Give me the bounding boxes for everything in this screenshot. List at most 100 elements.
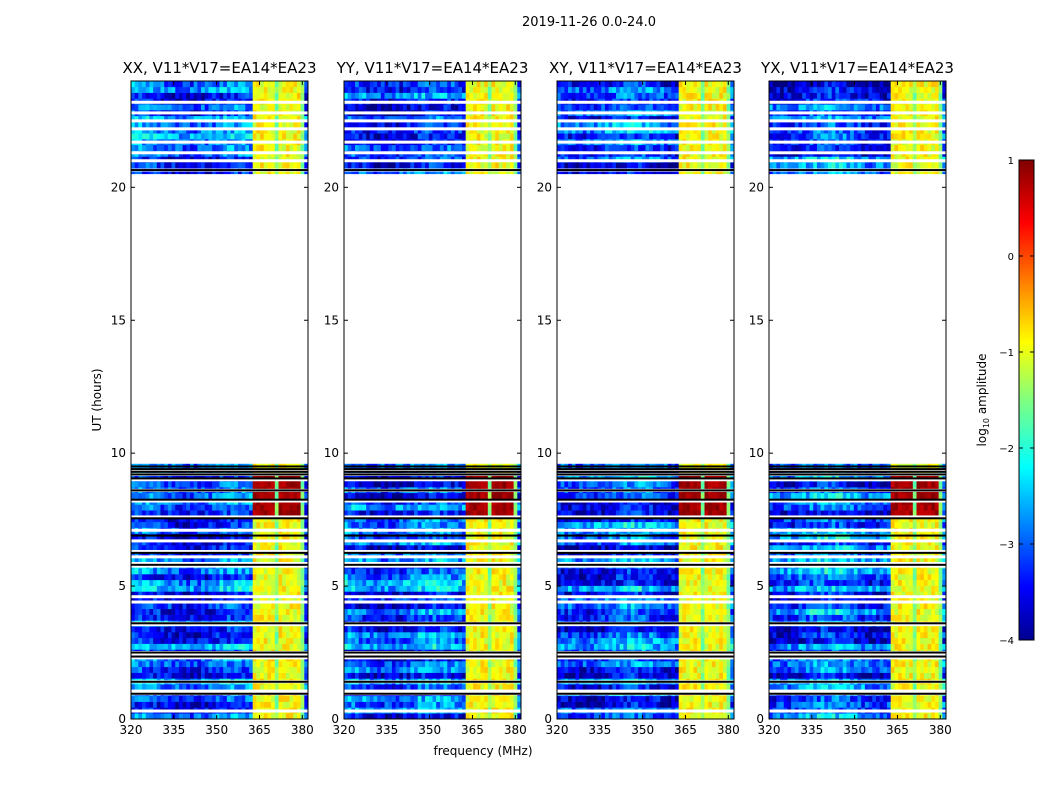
heatmap-cell xyxy=(178,603,183,610)
heatmap-cell xyxy=(296,579,301,586)
heatmap-cell xyxy=(300,637,305,644)
heatmap-cell xyxy=(223,574,228,581)
heatmap-cell xyxy=(245,133,250,140)
heatmap-cell xyxy=(263,591,268,598)
heatmap-cell xyxy=(153,608,158,615)
heatmap-cell xyxy=(223,133,228,140)
heatmap-cell xyxy=(484,597,489,604)
heatmap-cell xyxy=(362,666,367,673)
heatmap-cell xyxy=(480,574,485,581)
heatmap-cell xyxy=(263,545,268,552)
heatmap-cell xyxy=(278,481,283,488)
heatmap-cell xyxy=(274,666,279,673)
heatmap-cell xyxy=(156,86,161,93)
heatmap-cell xyxy=(260,492,265,499)
heatmap-cell xyxy=(138,597,143,604)
heatmap-cell xyxy=(219,632,224,639)
heatmap-cell xyxy=(241,127,246,134)
heatmap-cell xyxy=(278,661,283,668)
heatmap-cell xyxy=(219,127,224,134)
heatmap-cell xyxy=(138,713,143,719)
heatmap-cell xyxy=(164,637,169,644)
heatmap-cell xyxy=(230,568,235,575)
heatmap-cell xyxy=(480,672,485,679)
heatmap-cell xyxy=(249,510,253,517)
heatmap-cell xyxy=(391,504,396,511)
heatmap-cell xyxy=(300,104,305,111)
heatmap-cell xyxy=(300,666,305,673)
heatmap-cell xyxy=(186,632,191,639)
heatmap-cell xyxy=(462,637,466,644)
heatmap-cell xyxy=(421,626,426,633)
heatmap-cell xyxy=(226,701,231,708)
heatmap-cell xyxy=(473,614,478,621)
heatmap-cell xyxy=(458,545,463,552)
heatmap-cell xyxy=(296,585,301,592)
heatmap-cell xyxy=(369,597,374,604)
heatmap-cell xyxy=(208,661,213,668)
heatmap-cell xyxy=(267,597,272,604)
heatmap-cell xyxy=(487,672,492,679)
heatmap-cell xyxy=(450,695,455,702)
heatmap-cell xyxy=(201,492,206,499)
heatmap-cell xyxy=(439,695,444,702)
heatmap-cell xyxy=(171,643,176,650)
heatmap-cell xyxy=(406,603,411,610)
heatmap-cell xyxy=(278,713,283,719)
heatmap-cell xyxy=(377,632,382,639)
heatmap-cell xyxy=(178,81,183,88)
heatmap-cell xyxy=(223,86,228,93)
heatmap-cell xyxy=(355,545,360,552)
heatmap-cell xyxy=(513,585,518,592)
heatmap-cell xyxy=(201,614,206,621)
heatmap-cell xyxy=(182,672,187,679)
heatmap-cell xyxy=(358,481,363,488)
heatmap-cell xyxy=(380,695,385,702)
heatmap-cell xyxy=(293,92,298,99)
heatmap-cell xyxy=(274,121,279,128)
heatmap-cell xyxy=(171,579,176,586)
heatmap-cell xyxy=(425,701,430,708)
figure-suptitle: 2019-11-26 0.0-24.0 xyxy=(522,15,656,30)
heatmap-cell xyxy=(380,585,385,592)
heatmap-cell xyxy=(414,661,419,668)
heatmap-cell xyxy=(267,579,272,586)
heatmap-cell xyxy=(373,626,378,633)
heatmap-cell xyxy=(197,92,202,99)
heatmap-cell xyxy=(219,115,224,122)
heatmap-cell xyxy=(476,713,481,719)
heatmap-cell xyxy=(432,591,437,598)
heatmap-cell xyxy=(399,701,404,708)
heatmap-cell xyxy=(278,92,283,99)
heatmap-cell xyxy=(215,115,220,122)
heatmap-cell xyxy=(450,608,455,615)
heatmap-cell xyxy=(175,614,180,621)
heatmap-cell xyxy=(351,632,356,639)
heatmap-cell xyxy=(197,585,202,592)
heatmap-cell xyxy=(513,603,518,610)
heatmap-cell xyxy=(480,695,485,702)
heatmap-cell xyxy=(234,626,239,633)
heatmap-cell xyxy=(230,608,235,615)
heatmap-cell xyxy=(226,597,231,604)
heatmap-cell xyxy=(256,591,261,598)
heatmap-cell xyxy=(156,92,161,99)
heatmap-cell xyxy=(282,591,287,598)
heatmap-cell xyxy=(417,492,422,499)
heatmap-cell xyxy=(156,643,161,650)
heatmap-cell xyxy=(450,661,455,668)
heatmap-cell xyxy=(502,672,507,679)
heatmap-cell xyxy=(145,121,150,128)
heatmap-cell xyxy=(509,603,514,610)
heatmap-cell xyxy=(142,672,147,679)
heatmap-cell xyxy=(425,545,430,552)
heatmap-cell xyxy=(201,504,206,511)
heatmap-cell xyxy=(219,661,224,668)
heatmap-cell xyxy=(502,574,507,581)
heatmap-cell xyxy=(289,591,294,598)
heatmap-cell xyxy=(476,556,481,563)
heatmap-cell xyxy=(193,492,198,499)
heatmap-cell xyxy=(149,492,154,499)
heatmap-cell xyxy=(369,603,374,610)
heatmap-cell xyxy=(447,574,452,581)
